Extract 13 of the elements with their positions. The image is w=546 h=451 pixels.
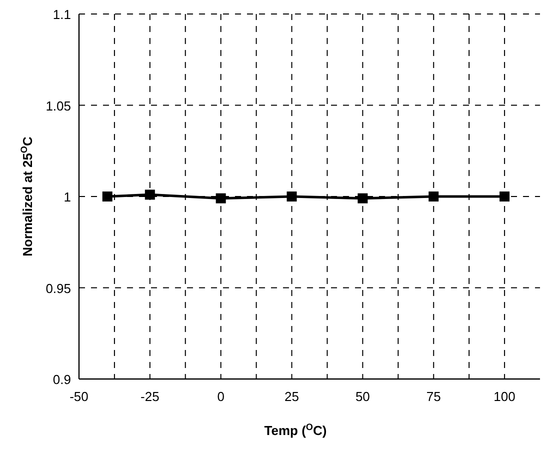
x-axis-title: Temp ($^{O}$C) [264,422,327,438]
y-tick-label: 0.9 [52,372,71,387]
x-tick-label: -25 [140,389,160,404]
x-tick-label: -50 [70,389,88,404]
x-tick-label: 0 [217,389,224,404]
y-tick-label: 1 [64,190,71,204]
y-tick-label: 1.05 [46,98,71,114]
x-tick-label: 100 [494,389,516,404]
x-tick-label: 75 [426,389,441,404]
x-tick-label: 50 [355,389,370,404]
y-tick-label: 0.95 [46,280,71,296]
y-tick-label: 1.1 [52,7,71,22]
x-tick-label: 25 [284,389,300,404]
